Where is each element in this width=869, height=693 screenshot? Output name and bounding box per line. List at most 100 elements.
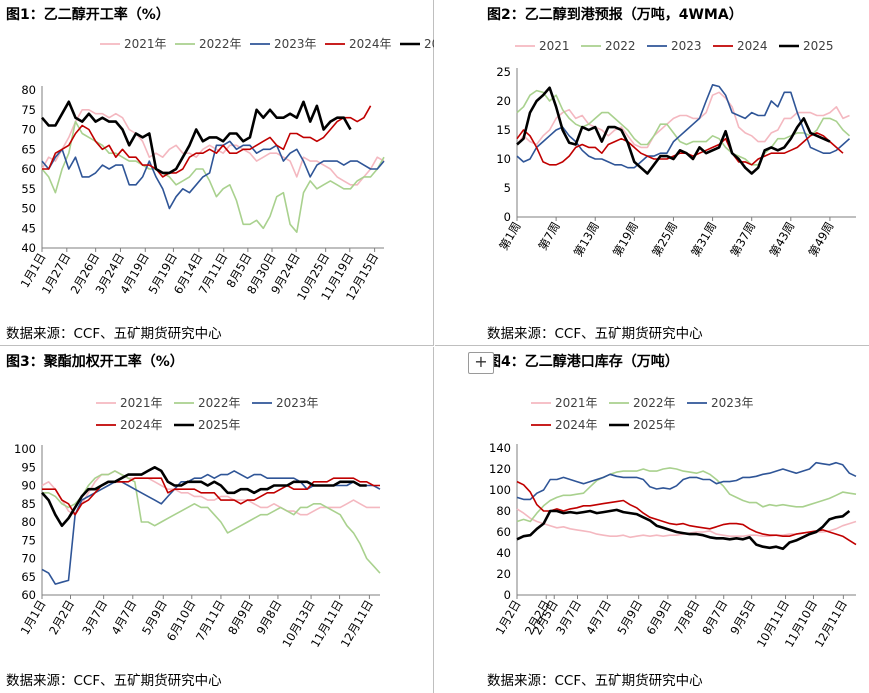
y-tick-label: 40 <box>21 241 36 255</box>
y-tick-label: 60 <box>496 525 511 539</box>
x-tick-label: 7月8日 <box>671 598 702 638</box>
legend-label: 2023年 <box>711 396 754 410</box>
series-line-2023年 <box>41 140 385 210</box>
y-tick-label: 5 <box>504 181 511 195</box>
series-line-2023年 <box>516 461 857 501</box>
legend-label: 2021 <box>539 39 570 53</box>
legend-label: 2021年 <box>124 37 167 51</box>
series-line-2024年 <box>516 480 857 546</box>
x-tick-label: 第25周 <box>649 220 680 260</box>
legend-label: 2021年 <box>120 396 163 410</box>
x-tick-label: 8月9日 <box>225 598 256 638</box>
series-line-2025年 <box>41 466 367 527</box>
chart-title: 图2：乙二醇到港预报（万吨，4WMA） <box>487 7 743 23</box>
y-tick-label: 100 <box>14 442 36 456</box>
y-tick-label: 0 <box>504 210 511 224</box>
series-line-2024 <box>516 129 844 166</box>
legend-label: 2024年 <box>555 418 598 432</box>
y-tick-label: 60 <box>21 162 36 176</box>
source-note: 数据来源：CCF、五矿期货研究中心 <box>6 673 222 689</box>
y-tick-label: 40 <box>496 546 511 560</box>
x-tick-label: 5月9日 <box>139 598 170 638</box>
y-tick-label: 75 <box>21 103 36 117</box>
y-tick-label: 60 <box>21 588 36 602</box>
series-line-2022年 <box>41 120 385 233</box>
legend-label: 2023 <box>671 39 702 53</box>
y-tick-label: 20 <box>496 567 511 581</box>
legend-label: 2022年 <box>198 396 241 410</box>
x-tick-label: 3月7日 <box>79 598 110 638</box>
x-tick-label: 9月5日 <box>727 598 758 638</box>
legend-label: 2024年 <box>120 418 163 432</box>
y-tick-label: 20 <box>496 94 511 108</box>
y-tick-label: 0 <box>504 588 511 602</box>
source-note: 数据来源：CCF、五矿期货研究中心 <box>6 326 222 342</box>
add-button[interactable]: + <box>468 352 494 374</box>
series-line-2021年 <box>41 109 385 186</box>
chart-title: 图4：乙二醇港口库存（万吨） <box>487 354 679 370</box>
series-line-2025年 <box>41 100 352 175</box>
y-tick-label: 120 <box>489 462 511 476</box>
legend-label: 2022年 <box>633 396 676 410</box>
legend-label: 2024年 <box>349 37 392 51</box>
x-tick-label: 第37周 <box>727 220 758 260</box>
y-tick-label: 75 <box>21 533 36 547</box>
series-line-2023年 <box>41 470 381 585</box>
y-tick-label: 80 <box>21 515 36 529</box>
y-tick-label: 90 <box>21 479 36 493</box>
panel-ethylene-glycol-port-arrivals: 图2：乙二醇到港预报（万吨，4WMA） 0 5 10 15 20 25 第1周 第7周 第13周… <box>435 0 869 346</box>
legend-label: 2023年 <box>276 396 319 410</box>
panel-polyester-weighted-operating-rate: 图3：聚酯加权开工率（%） 60 65 70 75 80 85 90 95 100 1月1日 2月2… <box>0 347 434 693</box>
y-tick-label: 45 <box>21 221 36 235</box>
panel-ethylene-glycol-port-inventory: 图4：乙二醇港口库存（万吨） 0 20 40 60 80 100 120 140 1月2日 2月2… <box>435 347 869 693</box>
source-note: 数据来源：CCF、五矿期货研究中心 <box>487 673 703 689</box>
y-tick-label: 85 <box>21 497 36 511</box>
y-tick-label: 70 <box>21 552 36 566</box>
y-tick-label: 100 <box>489 483 511 497</box>
legend-label: 2025 <box>803 39 834 53</box>
y-tick-label: 55 <box>21 182 36 196</box>
legend-label: 2025年 <box>198 418 241 432</box>
y-tick-label: 15 <box>496 123 511 137</box>
series-line-2024年 <box>42 105 372 178</box>
x-tick-label: 第49周 <box>806 220 837 260</box>
x-tick-label: 第19周 <box>610 220 641 260</box>
y-tick-label: 140 <box>489 441 511 455</box>
x-tick-label: 2月2日 <box>46 598 77 638</box>
y-tick-label: 80 <box>496 504 511 518</box>
x-tick-label: 第31周 <box>688 220 719 260</box>
legend-label: 2022 <box>605 39 636 53</box>
source-note: 数据来源：CCF、五矿期货研究中心 <box>487 326 703 342</box>
legend-label: 2021年 <box>555 396 598 410</box>
series-line-2024年 <box>42 477 380 516</box>
x-tick-label: 4月7日 <box>583 598 614 638</box>
series-line-2025年 <box>516 508 851 551</box>
x-tick-label: 1月2日 <box>493 598 524 638</box>
x-tick-label: 5月9日 <box>614 598 645 638</box>
chart-title: 图3：聚酯加权开工率（%） <box>6 354 184 370</box>
chart-title: 图1：乙二醇开工率（%） <box>6 7 170 23</box>
legend-label: 2025年 <box>424 37 434 51</box>
y-tick-label: 95 <box>21 460 36 474</box>
y-tick-label: 70 <box>21 123 36 137</box>
legend-label: 2025年 <box>633 418 676 432</box>
x-tick-label: 第13周 <box>571 220 602 260</box>
line-chart: 4045505560657075801月1日1月27日2月26日3月24日4月1… <box>18 37 434 303</box>
panel-ethylene-glycol-operating-rate: 图1：乙二醇开工率（%） 40 45 50 55 60 65 70 75 80 1月1日 1月27日… <box>0 0 434 346</box>
series-line-2025 <box>516 86 831 175</box>
series-line-2021年 <box>41 470 380 516</box>
y-tick-label: 80 <box>21 83 36 97</box>
x-tick-label: 第43周 <box>766 220 797 260</box>
legend-label: 2022年 <box>199 37 242 51</box>
x-tick-label: 9月8日 <box>254 598 285 638</box>
y-tick-label: 65 <box>21 142 36 156</box>
y-tick-label: 65 <box>21 570 36 584</box>
y-tick-label: 10 <box>496 152 511 166</box>
series-line-2023 <box>516 83 851 169</box>
x-tick-label: 8月7日 <box>699 598 730 638</box>
series-line-2022年 <box>516 467 857 523</box>
x-tick-label: 1月1日 <box>18 598 49 638</box>
